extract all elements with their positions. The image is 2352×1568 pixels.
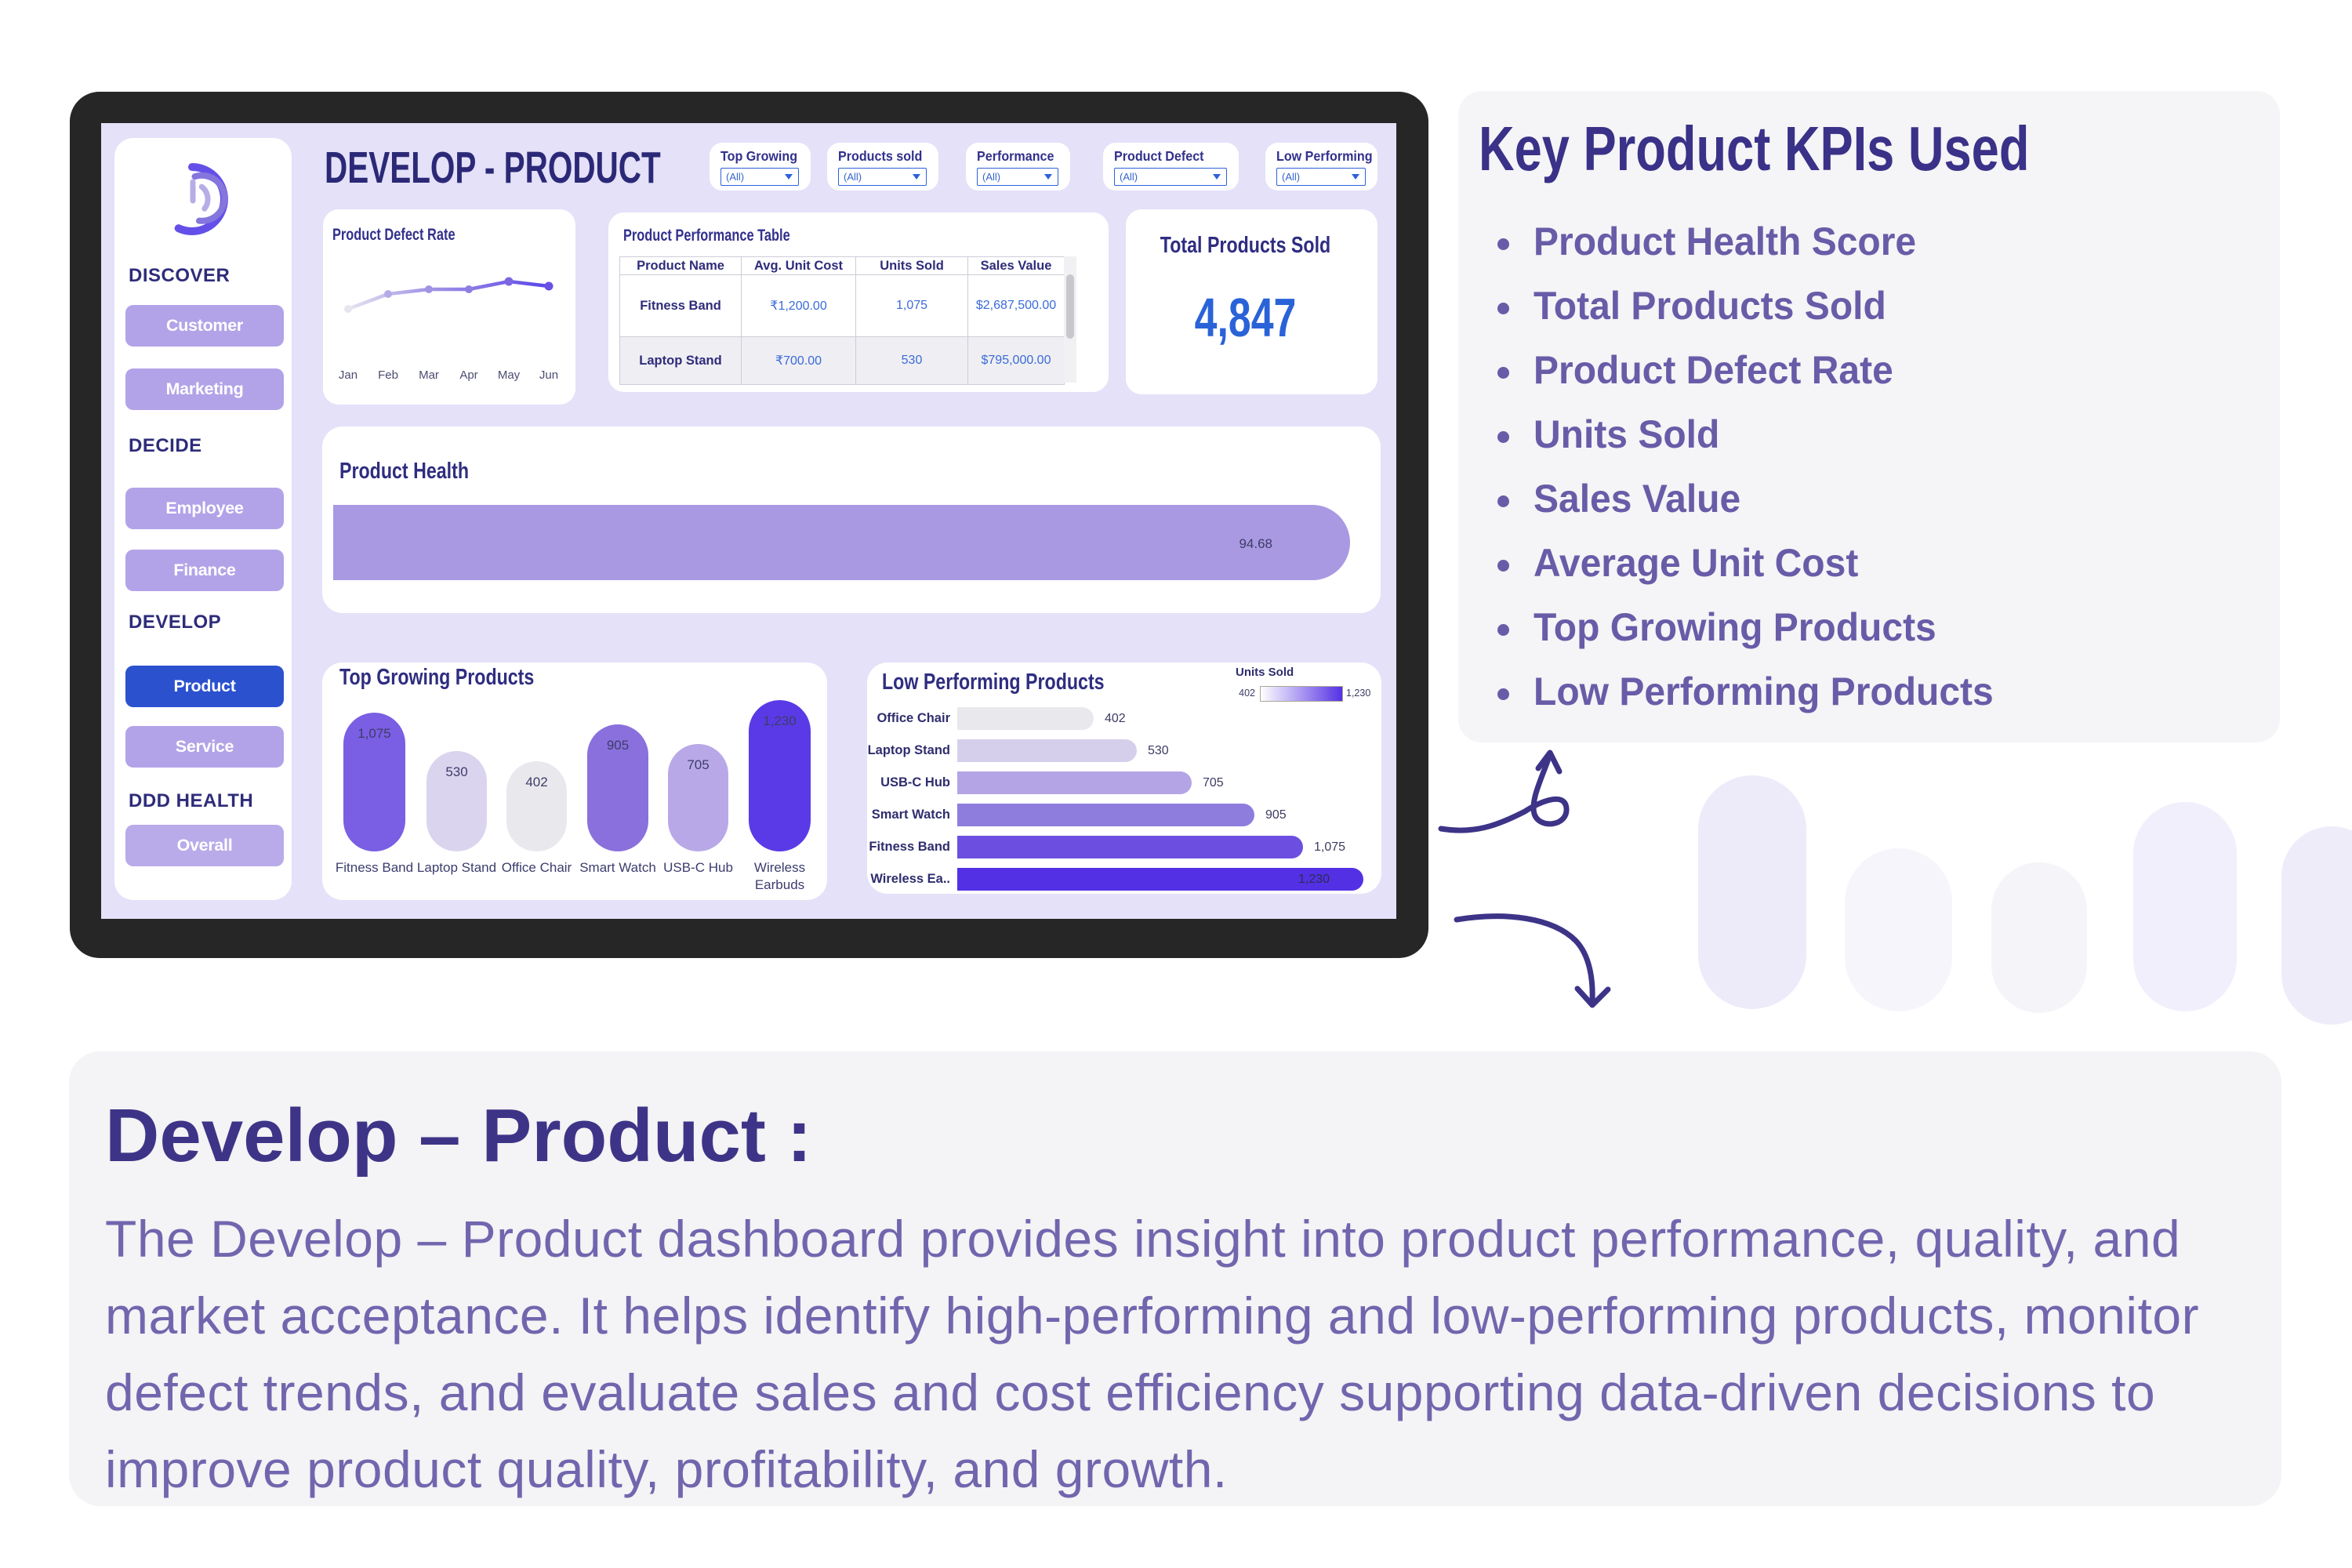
svg-text:Apr: Apr [459, 368, 477, 382]
svg-text:May: May [498, 368, 521, 382]
svg-text:Mar: Mar [419, 368, 439, 382]
svg-text:Feb: Feb [378, 368, 398, 382]
svg-text:Jan: Jan [339, 368, 358, 382]
svg-text:Jun: Jun [539, 368, 558, 382]
